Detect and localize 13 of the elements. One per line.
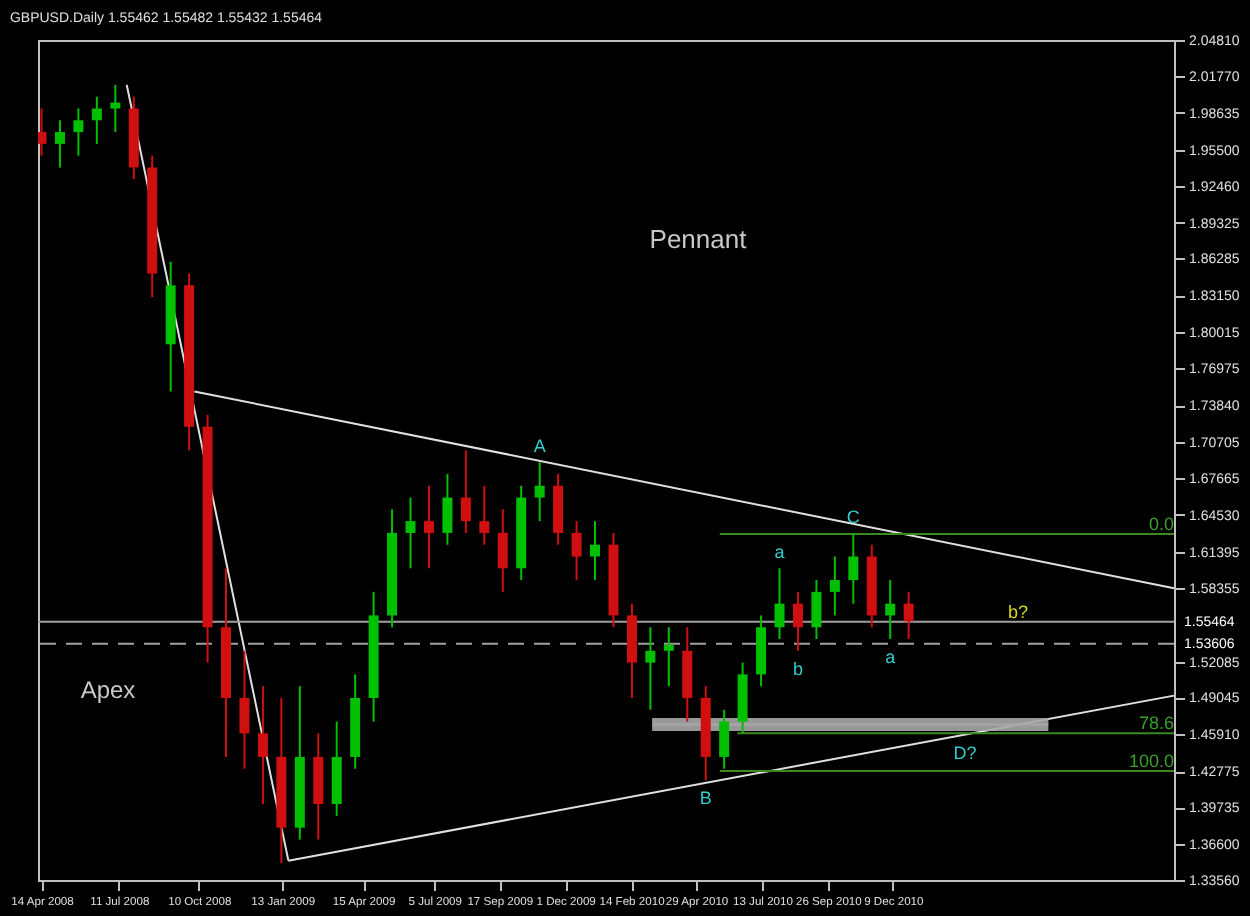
annotation: a	[885, 647, 896, 668]
annotation: 0.0	[1148, 514, 1174, 535]
annotation: Apex	[80, 676, 136, 704]
annotation: 78.6	[1138, 713, 1174, 734]
annotation: D?	[953, 742, 977, 763]
annotation: C	[846, 506, 861, 527]
annotation: A	[533, 436, 546, 457]
annotation: B	[699, 788, 712, 809]
annotation: a	[774, 542, 785, 563]
annotation: 100.0	[1128, 751, 1174, 772]
annotation: b?	[1007, 602, 1029, 622]
annotation: Pennant	[649, 224, 748, 254]
annotation: b	[792, 658, 803, 679]
